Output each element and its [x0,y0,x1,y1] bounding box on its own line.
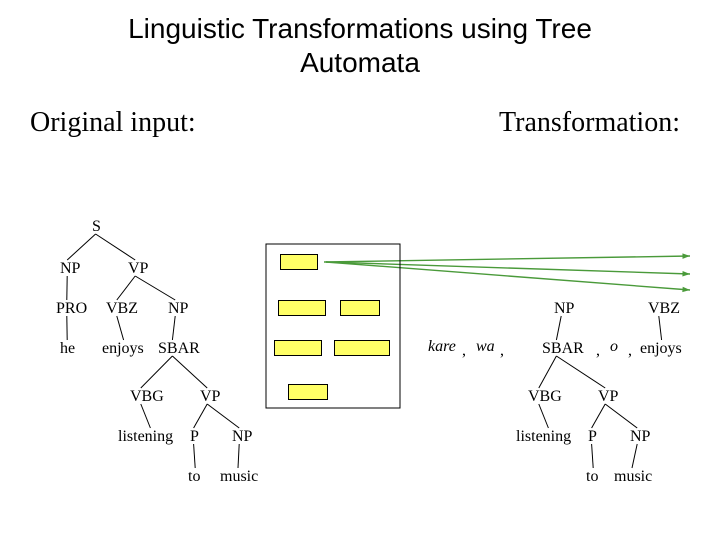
yellow-box-0 [280,254,318,270]
right-node-to_r: to [586,468,598,486]
title-line-1: Linguistic Transformations using Tree [128,13,592,44]
left-node-VBZ: VBZ [106,300,138,318]
heading-right: Transformation: [499,107,680,139]
right-node-enjoys_r: enjoys [640,340,682,358]
right-node-NP3_r: NP [630,428,650,446]
right-node-SBAR_r: SBAR [542,340,584,358]
left-node-VP2: VP [200,388,220,406]
right-node-VBG_r: VBG [528,388,562,406]
left-node-S: S [92,218,101,236]
right-node-VP_r: VP [598,388,618,406]
yellow-box-4 [334,340,390,356]
page-title: Linguistic Transformations using Tree Au… [0,0,720,79]
left-node-P: P [190,428,199,446]
right-node-c4: , [628,342,632,360]
right-node-c3: , [596,342,600,360]
left-node-he: he [60,340,75,358]
subtitles-row: Original input: Transformation: [0,79,720,139]
yellow-box-1 [278,300,326,316]
yellow-box-3 [274,340,322,356]
yellow-box-5 [288,384,328,400]
left-node-NP2: NP [168,300,188,318]
left-node-music: music [220,468,258,486]
left-node-NP3: NP [232,428,252,446]
heading-left: Original input: [30,107,196,139]
right-node-NP_r: NP [554,300,574,318]
right-node-c1: , [462,342,466,360]
left-node-VP1: VP [128,260,148,278]
left-node-NP1: NP [60,260,80,278]
right-node-wa: wa [476,338,495,356]
left-node-to: to [188,468,200,486]
right-node-o: o [610,338,618,356]
right-node-P_r: P [588,428,597,446]
left-node-enjoys: enjoys [102,340,144,358]
title-line-2: Automata [300,47,420,78]
left-node-PRO: PRO [56,300,87,318]
right-node-listening_r: listening [516,428,571,446]
left-node-VBG: VBG [130,388,164,406]
right-node-kare: kare [428,338,456,356]
right-node-c2: , [500,342,504,360]
right-node-VBZ_r: VBZ [648,300,680,318]
left-node-SBAR: SBAR [158,340,200,358]
yellow-box-2 [340,300,380,316]
left-node-listening: listening [118,428,173,446]
right-node-music_r: music [614,468,652,486]
